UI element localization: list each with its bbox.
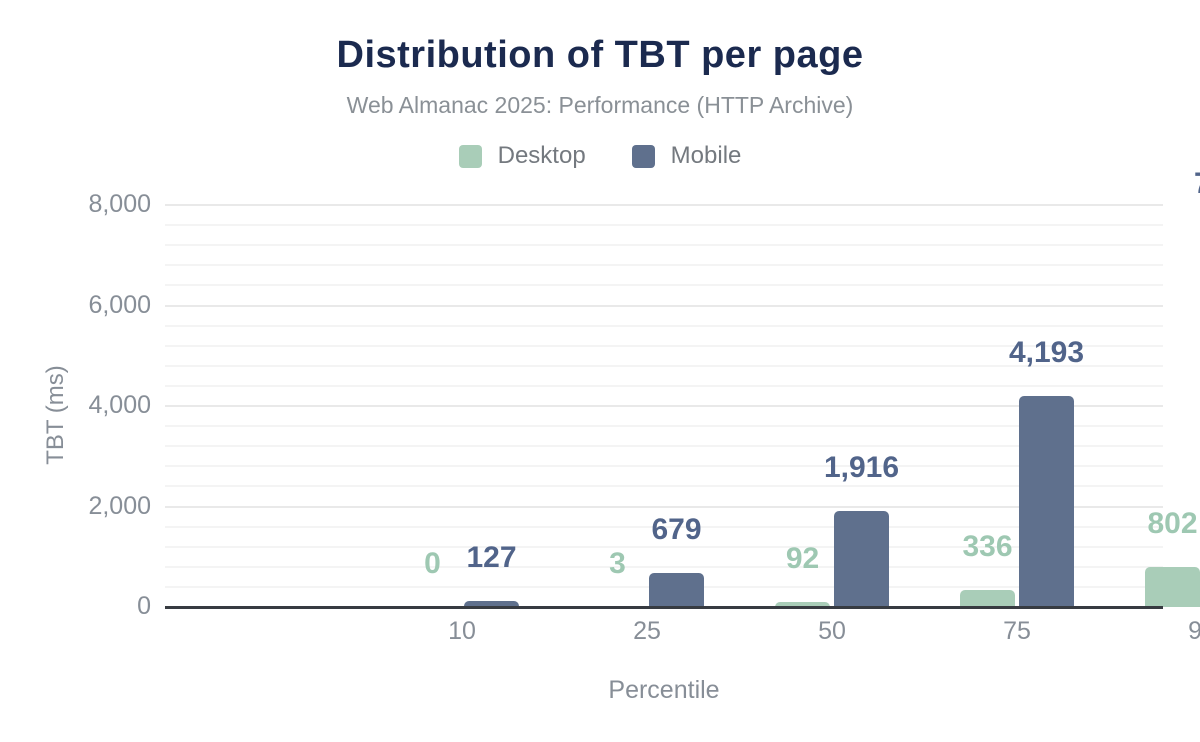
legend-swatch-desktop xyxy=(458,144,482,168)
value-label-desktop-p10: 0 xyxy=(424,547,441,580)
gridline-major xyxy=(165,304,1163,307)
gridline-minor xyxy=(165,224,1163,227)
value-label-desktop-p50: 92 xyxy=(785,542,820,576)
value-label-desktop-p75: 336 xyxy=(962,530,1013,564)
x-tick-label: 75 xyxy=(1003,617,1031,645)
legend-item-mobile[interactable]: Mobile xyxy=(631,142,742,170)
gridline-major xyxy=(165,505,1163,508)
legend-swatch-mobile xyxy=(631,144,655,168)
value-label-desktop-p25: 3 xyxy=(609,546,626,580)
gridline-minor xyxy=(165,264,1163,267)
gridline-minor xyxy=(165,344,1163,347)
gridline-minor xyxy=(165,284,1163,287)
y-axis-title: TBT (ms) xyxy=(42,365,69,465)
y-tick-label: 8,000 xyxy=(88,190,151,218)
legend-label: Desktop xyxy=(497,142,586,169)
gridline-minor xyxy=(165,525,1163,528)
x-axis-title: Percentile xyxy=(608,676,720,704)
x-axis-line xyxy=(165,606,1163,609)
gridline-minor xyxy=(165,545,1163,548)
x-tick-label: 10 xyxy=(448,617,476,645)
bar-mobile-p75 xyxy=(1019,396,1074,607)
y-tick-label: 4,000 xyxy=(88,391,151,419)
value-label-mobile-p50: 1,916 xyxy=(823,450,900,484)
plot-area: 0 2,000 4,000 6,000 8,000 10 25 50 75 90 0 3 92 336 80… xyxy=(88,169,1200,645)
bar-desktop-p50 xyxy=(775,602,830,607)
legend-label: Mobile xyxy=(670,142,742,169)
chart-subtitle: Web Almanac 2025: Performance (HTTP Arch… xyxy=(346,92,854,118)
bar-desktop-p90 xyxy=(1145,566,1200,607)
legend: Desktop Mobile xyxy=(0,142,1200,170)
y-tick-label: 6,000 xyxy=(88,290,151,319)
gridline-minor xyxy=(165,485,1163,488)
bar-mobile-p10 xyxy=(464,600,519,607)
gridline-minor xyxy=(165,565,1163,568)
bar-desktop-p75 xyxy=(960,590,1015,607)
gridline-minor xyxy=(165,364,1163,367)
gridline-minor xyxy=(165,445,1163,448)
x-tick-label: 25 xyxy=(633,617,661,645)
gridline-minor xyxy=(165,324,1163,327)
legend-item-desktop[interactable]: Desktop xyxy=(458,142,586,170)
value-label-desktop-p90: 802 xyxy=(1147,506,1198,540)
value-label-mobile-p90: 7,555 xyxy=(1162,169,1200,199)
y-tick-label: 2,000 xyxy=(88,491,151,520)
gridline-minor xyxy=(165,244,1163,247)
gridline-major xyxy=(165,204,1163,206)
value-label-mobile-p75: 4,193 xyxy=(1008,336,1085,370)
bar-mobile-p25 xyxy=(649,572,704,607)
gridline-minor xyxy=(165,465,1163,468)
bar-mobile-p50 xyxy=(834,510,889,607)
gridline-minor xyxy=(165,425,1163,428)
y-tick-label: 0 xyxy=(137,592,151,620)
gridline-major xyxy=(165,405,1163,407)
value-label-mobile-p10: 127 xyxy=(466,540,517,574)
value-label-mobile-p25: 679 xyxy=(651,512,702,546)
chart-title: Distribution of TBT per page xyxy=(336,34,864,76)
gridline-minor xyxy=(165,384,1163,387)
x-tick-label: 90 xyxy=(1188,617,1200,645)
x-tick-label: 50 xyxy=(818,617,846,645)
